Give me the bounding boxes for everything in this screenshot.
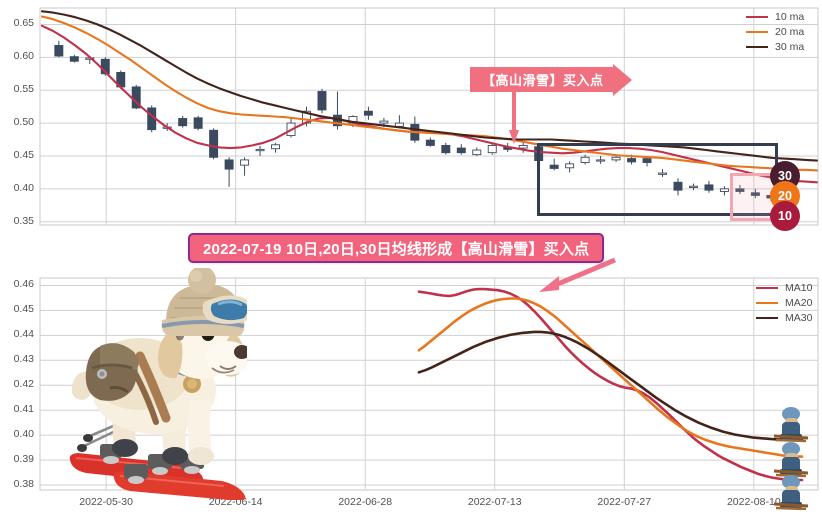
- candlestick-chart-panel: [0, 0, 822, 235]
- legend-label: 30 ma: [775, 41, 805, 53]
- legend-label: MA20: [785, 297, 813, 309]
- y-tick-label: 0.40: [13, 428, 34, 441]
- y-tick-label: 0.35: [13, 214, 34, 227]
- legend-label: 10 ma: [775, 11, 805, 23]
- top-chart-legend: 10 ma 20 ma 30 ma: [746, 10, 804, 55]
- x-tick-label: 2022-06-28: [338, 496, 393, 508]
- legend-label: MA30: [785, 312, 813, 324]
- legend-line-swatch: [756, 302, 778, 304]
- y-tick-label: 0.45: [13, 148, 34, 161]
- buy-point-annotation: 【高山滑雪】买入点: [470, 63, 632, 96]
- legend-label: 20 ma: [775, 26, 805, 38]
- candlestick-plot: [39, 7, 819, 226]
- legend-item[interactable]: MA20: [756, 296, 812, 310]
- legend-item[interactable]: MA10: [756, 281, 812, 295]
- skier-icon-stack: [773, 407, 809, 510]
- banner-pointer-arrow-icon: [539, 258, 616, 292]
- y-tick-label: 0.38: [13, 478, 34, 490]
- y-tick-label: 0.45: [13, 303, 34, 316]
- signal-banner: 2022-07-19 10日,20日,30日均线形成【高山滑雪】买入点: [188, 233, 605, 263]
- legend-line-swatch: [746, 31, 768, 33]
- x-tick-label: 2022-07-27: [597, 496, 652, 508]
- x-tick-label: 2022-05-30: [79, 496, 133, 508]
- legend-item[interactable]: 20 ma: [746, 25, 804, 39]
- y-tick-label: 0.65: [13, 17, 34, 30]
- y-tick-label: 0.43: [13, 353, 34, 366]
- ma10-badge-label: 10: [778, 209, 792, 223]
- y-tick-label: 0.50: [13, 116, 34, 129]
- legend-line-swatch: [746, 16, 768, 18]
- bottom-chart-legend: MA10 MA20 MA30: [756, 281, 812, 326]
- x-tick-label: 2022-08-10: [726, 496, 781, 508]
- y-tick-label: 0.46: [13, 278, 34, 291]
- arrow-head-icon: [612, 63, 632, 96]
- legend-item[interactable]: MA30: [756, 311, 812, 325]
- y-tick-label: 0.55: [13, 83, 34, 96]
- legend-item[interactable]: 30 ma: [746, 40, 804, 54]
- ski-dog-figurine: [69, 268, 247, 500]
- legend-line-swatch: [746, 46, 768, 48]
- y-tick-label: 0.40: [13, 181, 34, 194]
- y-tick-label: 0.39: [13, 453, 34, 466]
- y-tick-label: 0.42: [13, 378, 34, 391]
- ma20-badge-label: 20: [778, 189, 792, 203]
- x-tick-label: 2022-07-13: [467, 496, 522, 508]
- ma30-badge-label: 30: [778, 169, 792, 183]
- legend-item[interactable]: 10 ma: [746, 10, 804, 24]
- legend-line-swatch: [756, 287, 778, 289]
- y-tick-label: 0.60: [13, 50, 34, 63]
- y-tick-label: 0.44: [13, 328, 34, 341]
- legend-line-swatch: [756, 317, 778, 319]
- legend-label: MA10: [785, 282, 813, 294]
- buy-point-annotation-label: 【高山滑雪】买入点: [470, 67, 613, 92]
- ma10-badge: 10: [770, 201, 800, 231]
- down-arrow-icon: [509, 92, 519, 144]
- y-tick-label: 0.41: [13, 403, 34, 416]
